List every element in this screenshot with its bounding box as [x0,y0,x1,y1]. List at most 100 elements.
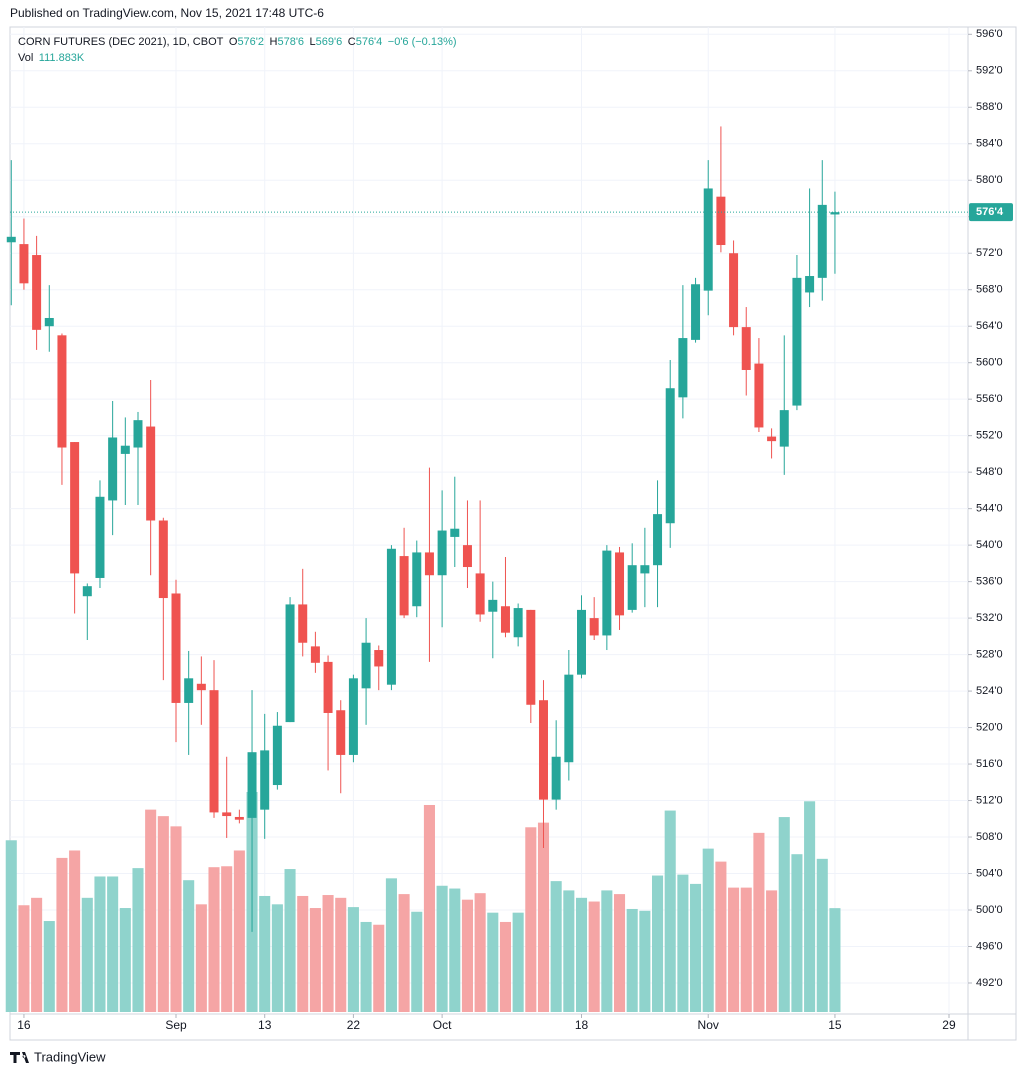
x-tick-label: 13 [258,1018,272,1032]
volume-bar [753,832,765,1012]
y-tick-label: 564'0 [976,320,1003,332]
candle-body [399,556,409,616]
volume-bar [728,887,740,1012]
candle-body [716,196,726,246]
x-tick-label: Oct [433,1018,452,1032]
y-tick-label: 572'0 [976,247,1003,259]
chart-frame [9,26,1017,1041]
last-price-label: 576'4 [976,206,1004,218]
candle-body [222,812,232,817]
volume-bar [411,911,423,1012]
last-price-tag [969,203,1013,222]
x-tick-label: 18 [575,1018,589,1032]
brand-name: TradingView [34,1049,106,1064]
candle-body [247,752,257,818]
candle-body [754,363,764,428]
y-tick-label: 520'0 [976,721,1003,733]
volume-bar [119,908,131,1012]
candle-body [32,255,42,330]
candle-body [450,528,460,537]
x-tick-label: 16 [17,1018,31,1032]
volume-bar [829,908,841,1012]
y-tick-label: 588'0 [976,101,1003,113]
symbol-title: CORN FUTURES (DEC 2021), 1D, CBOT O576'2… [18,36,457,48]
candle-body [488,599,498,612]
candle-body [44,317,54,327]
volume-bar [487,912,499,1012]
volume-bar [81,897,93,1012]
volume-bar [690,883,702,1012]
y-tick-label: 560'0 [976,357,1003,369]
volume-bar [512,912,524,1012]
volume-bar [398,894,410,1012]
y-tick-label: 556'0 [976,393,1003,405]
candle-body [729,253,739,328]
candle-body [285,604,295,723]
y-tick-label: 544'0 [976,503,1003,515]
ohlc-value: 569'6 [316,36,343,48]
volume-bar [284,869,296,1012]
candle-body [665,388,675,524]
volume-bar [69,850,81,1012]
volume-bar [601,890,613,1012]
candle-body [57,335,67,448]
candle-body [589,618,599,636]
volume-bar [652,875,664,1012]
volume-bar [474,893,486,1012]
y-tick-label: 540'0 [976,539,1003,551]
candle-body [19,244,29,284]
volume-bar [360,921,372,1012]
volume-bar [157,816,169,1012]
volume-bar [804,801,816,1012]
candle-body [551,756,561,800]
candle-body [120,445,130,454]
candle-body [6,236,16,243]
volume-bar [778,817,790,1012]
candle-body [627,565,637,610]
candle-body [310,646,320,663]
volume-bar [322,895,334,1012]
x-tick-label: Nov [698,1018,719,1032]
y-tick-label: 508'0 [976,831,1003,843]
ohlc-value: 576'2 [237,36,264,48]
candle-body [653,514,663,566]
candle-body [767,436,777,442]
x-tick-label: 29 [942,1018,956,1032]
candle-body [95,496,105,578]
volume-bar [436,885,448,1012]
volume-bar [613,894,626,1012]
candle-body [437,530,447,576]
candle-body [817,204,827,278]
candle-body [779,410,789,447]
volume-bar [639,910,651,1012]
y-tick-label: 592'0 [976,65,1003,77]
candle-body [374,650,384,667]
ohlc-value: 578'6 [277,36,304,48]
volume-bar [335,897,347,1012]
candle-body [133,420,143,448]
volume-bar [525,827,537,1012]
candle-body [424,552,434,576]
y-tick-label: 580'0 [976,174,1003,186]
y-tick-label: 512'0 [976,794,1003,806]
volume-bar [563,890,575,1012]
candle-body [513,608,523,638]
volume-bar [575,897,588,1012]
volume-bar [537,822,550,1012]
volume-bar [677,874,689,1012]
volume-bar [373,924,385,1012]
candle-body [703,188,713,291]
title: CORN FUTURES (DEC 2021), 1D, CBOT [18,36,224,48]
candle-body [323,661,333,713]
candle-body [640,565,650,574]
volume-bar [309,908,321,1012]
volume-bar [702,848,714,1012]
volume-bar [664,810,676,1012]
x-tick-label: 15 [828,1018,842,1032]
candle-body [615,552,625,616]
candle-body [691,284,701,340]
ohlc-value: 576'4 [356,36,383,48]
volume-bar [271,904,283,1012]
brand-logo [10,1052,29,1063]
candle-body [361,642,371,689]
